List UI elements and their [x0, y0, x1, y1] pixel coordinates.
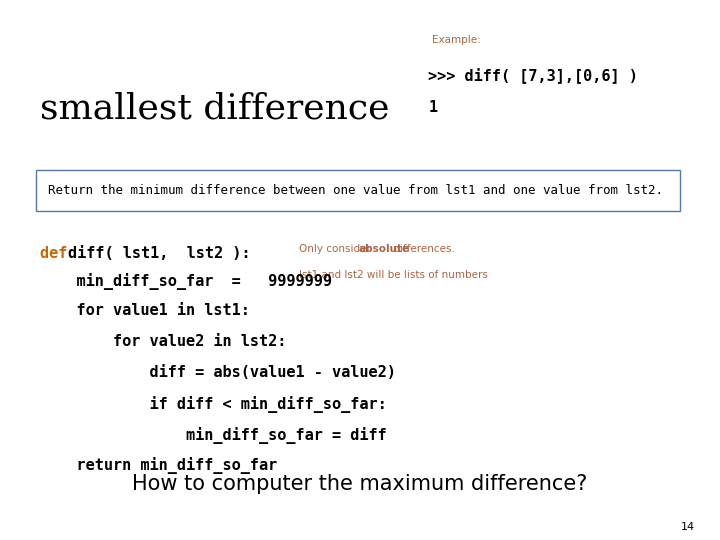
- Text: 1: 1: [428, 100, 438, 115]
- Text: absolute: absolute: [359, 244, 410, 254]
- Text: Return the minimum difference between one value from lst1 and one value from lst: Return the minimum difference between on…: [48, 184, 663, 197]
- Text: for value2 in lst2:: for value2 in lst2:: [40, 334, 286, 349]
- Text: def: def: [40, 246, 76, 261]
- Text: Only consider: Only consider: [299, 244, 374, 254]
- Text: differences.: differences.: [390, 244, 454, 254]
- Text: if diff < min_diff_so_far:: if diff < min_diff_so_far:: [40, 396, 387, 413]
- FancyBboxPatch shape: [36, 170, 680, 211]
- Text: >>> diff( [7,3],[0,6] ): >>> diff( [7,3],[0,6] ): [428, 68, 638, 83]
- Text: lst1 and lst2 will be lists of numbers: lst1 and lst2 will be lists of numbers: [299, 270, 487, 280]
- Text: smallest difference: smallest difference: [40, 92, 389, 126]
- Text: diff = abs(value1 - value2): diff = abs(value1 - value2): [40, 365, 395, 380]
- Text: How to computer the maximum difference?: How to computer the maximum difference?: [132, 474, 588, 494]
- Text: 14: 14: [680, 522, 695, 532]
- Text: min_diff_so_far  =   9999999: min_diff_so_far = 9999999: [40, 273, 332, 289]
- Text: diff( lst1,  lst2 ):: diff( lst1, lst2 ):: [68, 246, 251, 261]
- Text: Example:: Example:: [432, 35, 481, 45]
- Text: return min_diff_so_far: return min_diff_so_far: [40, 457, 277, 474]
- Text: for value1 in lst1:: for value1 in lst1:: [40, 303, 249, 319]
- Text: min_diff_so_far = diff: min_diff_so_far = diff: [40, 427, 387, 443]
